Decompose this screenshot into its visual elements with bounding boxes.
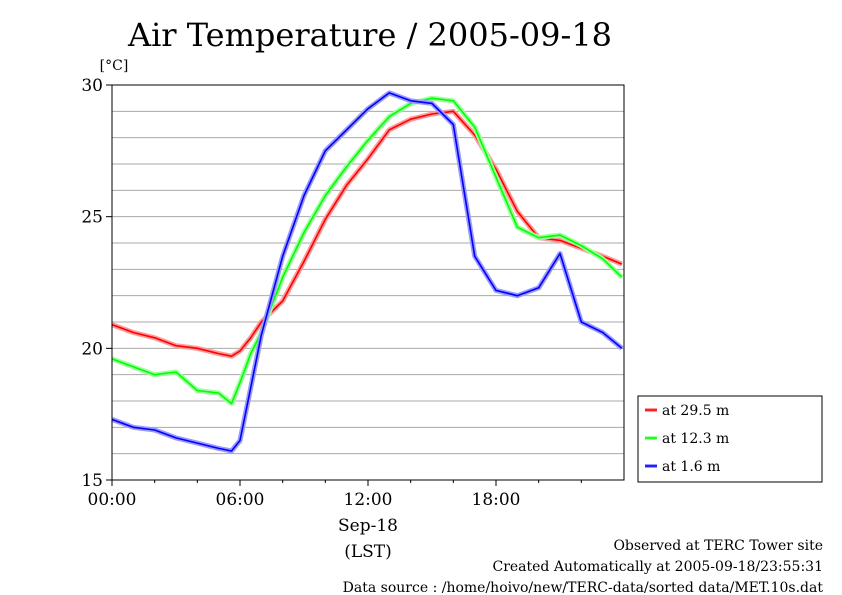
- footer-site: Observed at TERC Tower site: [613, 538, 823, 554]
- axis-ticks: 15 20 25 30 00:00 06:00 12:00 18:00: [81, 76, 582, 510]
- y-tick-label: 30: [81, 76, 103, 96]
- series-halo: [111, 95, 624, 407]
- grid: [112, 110, 624, 455]
- footer-source: Data source : /home/hoivo/new/TERC-data/…: [343, 580, 824, 595]
- x-tick-label: 06:00: [216, 490, 265, 510]
- x-tick-label: 18:00: [472, 490, 521, 510]
- series-line: [111, 92, 623, 452]
- y-tick-label: 15: [81, 471, 103, 491]
- chart-title: Air Temperature / 2005-09-18: [127, 16, 612, 54]
- y-tick-label: 20: [81, 339, 103, 359]
- footer-created: Created Automatically at 2005-09-18/23:5…: [492, 559, 823, 575]
- series-lines: [111, 90, 624, 454]
- x-tick-label: 00:00: [88, 490, 137, 510]
- legend-box: [637, 395, 823, 483]
- legend-label: at 29.5 m: [662, 403, 729, 419]
- series-line: [111, 110, 623, 358]
- legend: at 29.5 m at 12.3 m at 1.6 m: [645, 403, 729, 475]
- x-date-label: Sep-18: [338, 516, 398, 536]
- x-axis-label: (LST): [344, 542, 392, 562]
- series-halo: [111, 90, 624, 454]
- y-axis-unit: [°C]: [100, 58, 129, 74]
- y-tick-label: 25: [81, 208, 103, 228]
- legend-label: at 1.6 m: [662, 459, 720, 475]
- x-tick-label: 12:00: [344, 490, 393, 510]
- series-line: [111, 97, 623, 405]
- legend-label: at 12.3 m: [662, 431, 729, 447]
- series-halo: [111, 108, 623, 359]
